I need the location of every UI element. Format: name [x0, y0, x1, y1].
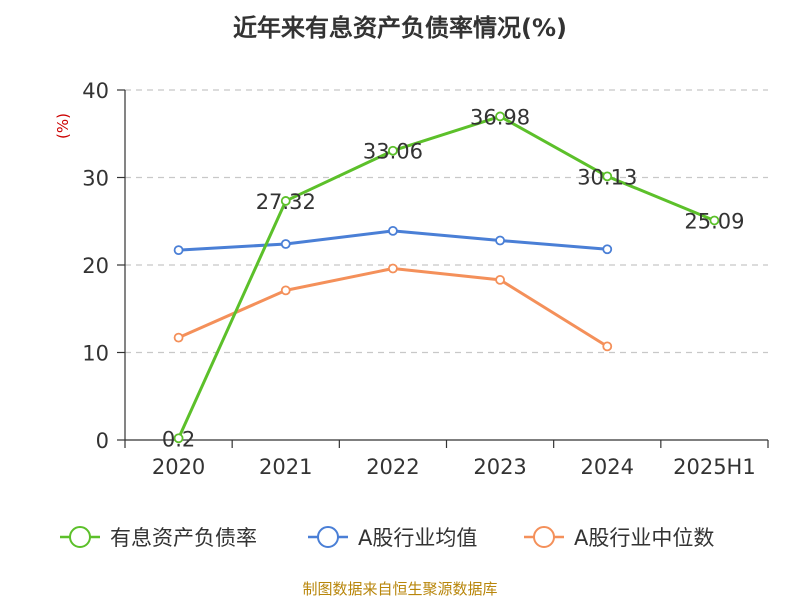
legend-label: A股行业中位数	[574, 526, 714, 550]
data-label: 33.06	[363, 140, 423, 164]
y-axis-unit-label: (%)	[54, 113, 72, 139]
legend: 有息资产负债率 A股行业均值 A股行业中位数	[60, 526, 714, 550]
source-note: 制图数据来自恒生聚源数据库	[302, 580, 498, 598]
series-line	[177, 114, 715, 439]
data-label: 30.13	[577, 165, 637, 189]
data-point	[280, 285, 291, 296]
grid-lines	[125, 89, 768, 354]
data-point	[388, 225, 398, 236]
data-point	[709, 215, 720, 226]
data-labels: 0.2 27.32 33.06 36.98 30.13 25.09	[162, 105, 745, 451]
x-tick-label: 2020	[152, 455, 205, 479]
x-tick-label: 2025H1	[673, 455, 756, 479]
data-point	[280, 196, 291, 206]
x-tick-label: 2021	[259, 455, 312, 479]
axes: 0 10 20 30 40 2020 2021 2022 2023 2024 2025H1	[82, 79, 769, 479]
y-tick-label: 20	[82, 254, 109, 278]
data-label: 25.09	[684, 209, 744, 233]
x-tick-label: 2024	[581, 455, 634, 479]
legend-item: A股行业均值	[308, 526, 477, 550]
y-tick-label: 0	[96, 429, 109, 453]
legend-swatch-marker	[69, 526, 91, 548]
data-point	[173, 245, 184, 256]
legend-item: A股行业中位数	[524, 526, 714, 550]
legend-item: 有息资产负债率	[60, 526, 257, 550]
data-point	[602, 171, 613, 182]
data-point	[173, 433, 184, 444]
data-point	[602, 341, 613, 352]
data-point	[388, 263, 398, 274]
legend-label: 有息资产负债率	[110, 526, 257, 550]
data-point	[495, 274, 505, 285]
x-tick-label: 2023	[473, 455, 526, 479]
data-point	[388, 145, 398, 156]
data-label: 36.98	[470, 105, 530, 129]
y-tick-label: 40	[82, 79, 109, 103]
data-point	[280, 239, 291, 249]
data-point	[495, 111, 505, 122]
series-lines	[173, 111, 720, 444]
data-label: 27.32	[256, 190, 316, 214]
data-point	[602, 244, 613, 255]
data-label: 0.2	[162, 427, 195, 451]
data-point	[173, 332, 184, 343]
legend-swatch-marker	[533, 526, 555, 548]
series-line	[177, 267, 609, 348]
legend-swatch-marker	[317, 526, 339, 548]
chart-title: 近年来有息资产负债率情况(%)	[233, 14, 567, 42]
y-tick-label: 10	[82, 342, 109, 366]
data-point	[495, 235, 505, 246]
y-tick-label: 30	[82, 167, 109, 191]
legend-label: A股行业均值	[358, 526, 477, 550]
x-tick-label: 2022	[366, 455, 419, 479]
